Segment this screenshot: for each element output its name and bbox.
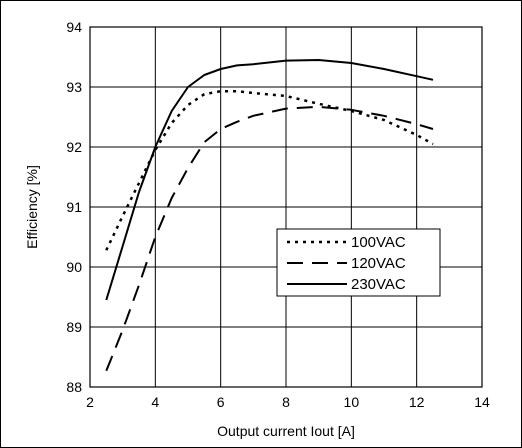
x-tick-label: 10 [344,394,360,410]
legend-label: 120VAC [351,255,406,272]
series-line-100vac [105,89,434,251]
grid-lines [89,26,483,388]
y-tick-label: 88 [66,379,82,395]
x-axis-label: Output current Iout [A] [217,423,355,439]
x-tick-label: 12 [409,394,425,410]
y-tick-label: 91 [66,199,82,215]
x-tick-label: 14 [474,394,490,410]
legend: 100VAC 120VAC 230VAC [276,228,441,297]
series-line-120vac [105,105,434,372]
series-lines [105,59,434,372]
tick-labels: 2 4 6 8 10 12 14 88 89 90 91 92 93 94 [66,19,490,410]
x-tick-label: 8 [282,394,290,410]
x-tick-label: 2 [86,394,94,410]
y-tick-label: 94 [66,19,82,35]
x-tick-label: 6 [217,394,225,410]
plot-area-border [89,26,483,388]
legend-label: 230VAC [351,276,406,293]
series-line-230vac [105,59,434,301]
x-tick-label: 4 [151,394,159,410]
y-tick-label: 89 [66,319,82,335]
y-tick-label: 90 [66,259,82,275]
legend-label: 100VAC [351,234,406,251]
y-tick-label: 92 [66,139,82,155]
y-axis-label: Efficiency [%] [24,165,40,249]
y-tick-label: 93 [66,79,82,95]
